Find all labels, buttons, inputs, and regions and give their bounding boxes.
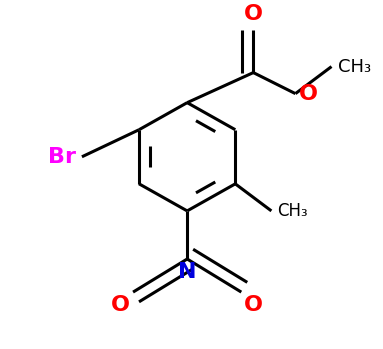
Text: Br: Br <box>48 147 76 167</box>
Text: CH₃: CH₃ <box>337 58 371 76</box>
Text: N: N <box>178 262 196 282</box>
Text: CH₃: CH₃ <box>277 202 308 220</box>
Text: O: O <box>111 295 130 315</box>
Text: O: O <box>244 5 263 24</box>
Text: O: O <box>244 295 263 315</box>
Text: O: O <box>298 84 318 104</box>
